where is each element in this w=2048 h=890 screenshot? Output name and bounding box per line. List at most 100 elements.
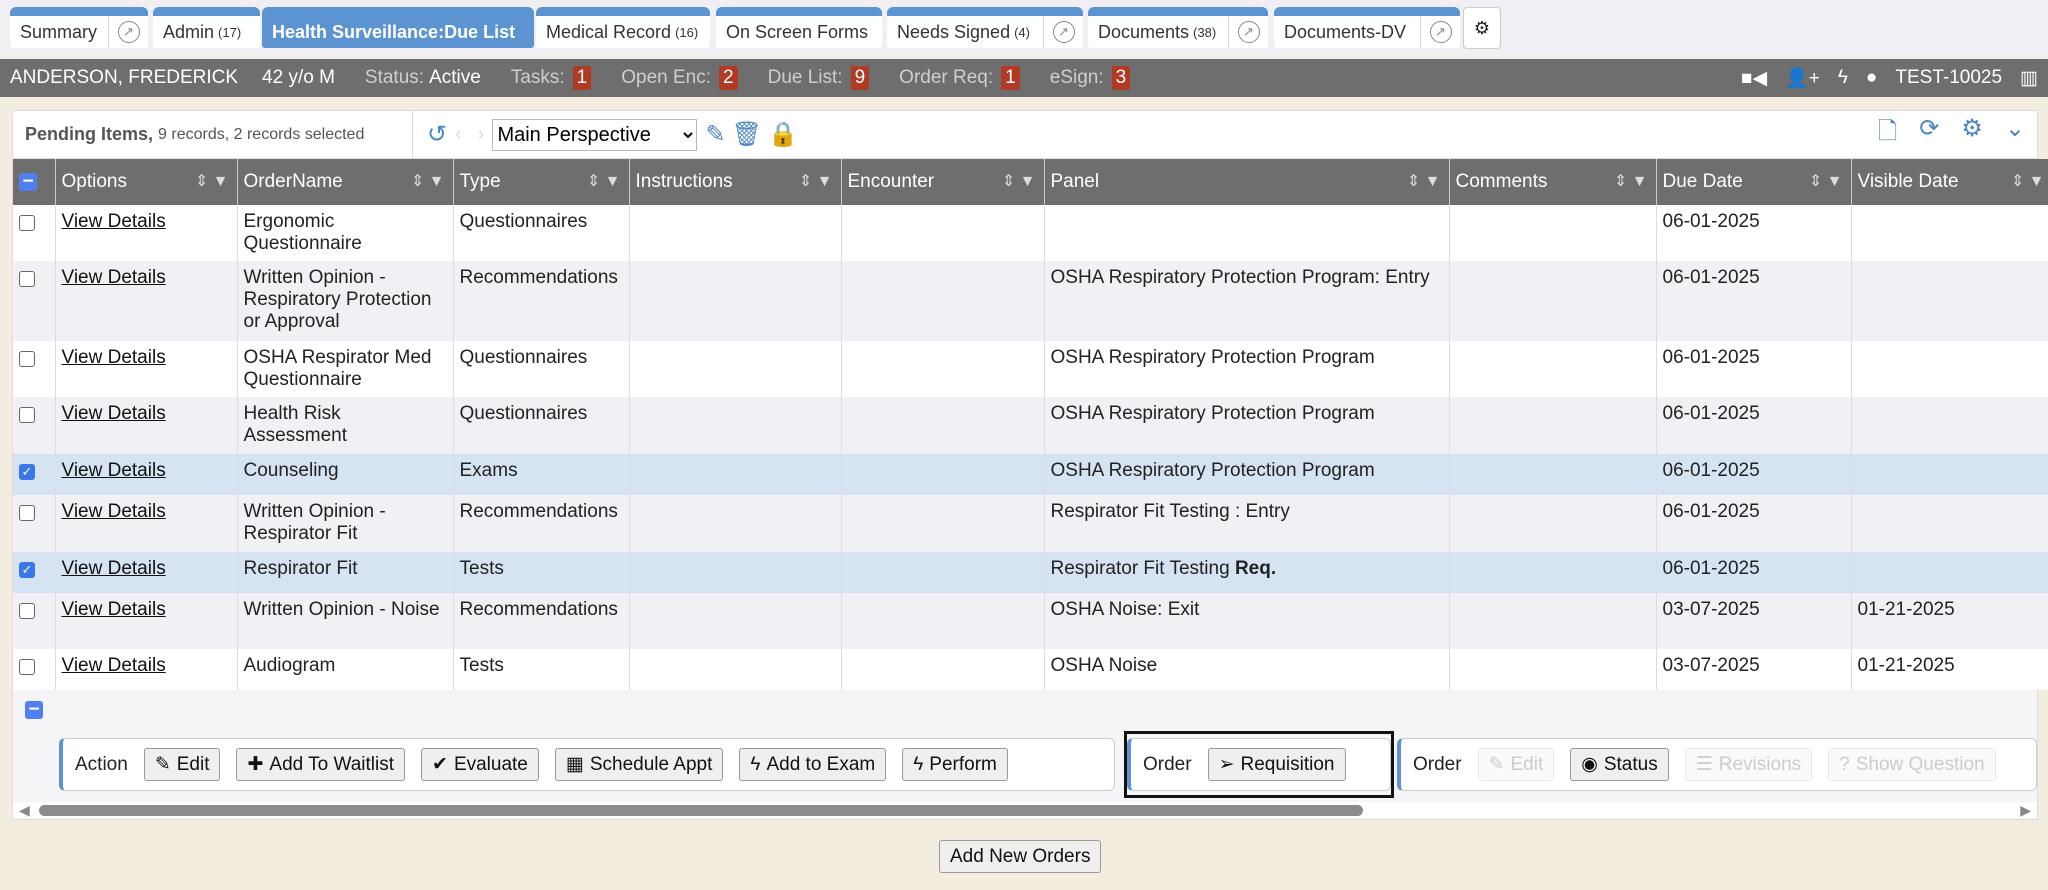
column-header[interactable]: OrderName ⇕ ▼ — [237, 159, 454, 205]
perform-button[interactable]: ϟ Perform — [902, 748, 1008, 781]
tab-settings-gears-icon[interactable]: ⚙ — [1463, 7, 1501, 49]
row-select-cell[interactable] — [13, 495, 56, 552]
collapse-all-icon[interactable]: − — [25, 700, 43, 719]
open-external-icon[interactable]: ↗ — [1043, 16, 1083, 48]
row-checkbox[interactable] — [19, 407, 35, 423]
row-checkbox[interactable] — [19, 215, 35, 231]
view-details-link[interactable]: View Details — [61, 267, 166, 288]
sort-filter-icon[interactable]: ⇕ ▼ — [798, 173, 833, 190]
refresh-icon[interactable]: ⟳ — [1919, 115, 1940, 142]
view-details-link[interactable]: View Details — [61, 655, 166, 676]
user-id[interactable]: TEST-10025 — [1895, 67, 2003, 88]
trash-icon[interactable]: 🗑 — [731, 121, 763, 148]
tasks-badge[interactable]: 1 — [572, 66, 592, 90]
select-all-header[interactable]: − — [13, 159, 56, 205]
table-row[interactable]: View Details Written Opinion - Respirator… — [13, 261, 2048, 341]
tab-summary[interactable]: Summary ↗ — [10, 7, 148, 48]
table-row[interactable]: View Details Ergonomic Questionnaire Quest… — [13, 205, 2048, 261]
view-details-link[interactable]: View Details — [61, 501, 166, 522]
evaluate-button[interactable]: ✔ Evaluate — [421, 748, 539, 781]
lock-icon[interactable]: 🔒 — [768, 121, 798, 148]
sort-filter-icon[interactable]: ⇕ ▼ — [586, 173, 621, 190]
esign-badge[interactable]: 3 — [1111, 66, 1131, 90]
tab-health-surveillance[interactable]: Health Surveillance:Due List — [262, 7, 534, 48]
bar-chart-icon[interactable]: ▥ — [2020, 67, 2038, 89]
column-header[interactable]: Encounter ⇕ ▼ — [841, 159, 1045, 205]
horizontal-scrollbar[interactable]: ◀ ▶ — [13, 802, 2037, 818]
row-select-cell[interactable] — [13, 397, 56, 454]
view-details-link[interactable]: View Details — [61, 347, 166, 368]
column-header[interactable]: Comments ⇕ ▼ — [1449, 159, 1657, 205]
lightning-icon[interactable]: ϟ — [1837, 67, 1848, 88]
column-header[interactable]: Panel ⇕ ▼ — [1044, 159, 1450, 205]
tab-documents-dv[interactable]: Documents-DV ↗ — [1274, 7, 1460, 48]
sort-filter-icon[interactable]: ⇕ ▼ — [1406, 173, 1441, 190]
video-camera-icon[interactable]: ■◀ — [1740, 67, 1768, 89]
column-header[interactable]: Instructions ⇕ ▼ — [629, 159, 842, 205]
row-select-cell[interactable] — [13, 341, 56, 397]
row-select-cell[interactable] — [13, 593, 56, 649]
column-header[interactable]: Type ⇕ ▼ — [453, 159, 630, 205]
scrollbar-thumb[interactable] — [39, 805, 1363, 816]
add-to-waitlist-button[interactable]: ✚ Add To Waitlist — [236, 748, 406, 781]
collapse-chevron-icon[interactable]: ⌄ — [2004, 115, 2025, 142]
open-external-icon[interactable]: ↗ — [108, 16, 148, 48]
next-icon[interactable]: › — [477, 123, 485, 145]
tab-medical-record[interactable]: Medical Record (16) — [536, 7, 710, 48]
deselect-all-icon[interactable]: − — [19, 172, 37, 191]
perspective-select[interactable]: Main Perspective — [492, 118, 698, 151]
row-select-cell[interactable] — [13, 205, 56, 261]
open-external-icon[interactable]: ↗ — [1420, 16, 1460, 48]
row-checkbox[interactable] — [19, 351, 35, 367]
open-external-icon[interactable]: ↗ — [1228, 16, 1268, 48]
due-list-badge[interactable]: 9 — [850, 66, 870, 90]
row-select-cell[interactable] — [13, 649, 56, 690]
view-details-link[interactable]: View Details — [61, 211, 166, 232]
row-select-cell[interactable]: ✓ — [13, 454, 56, 495]
requisition-button[interactable]: ➢ Requisition — [1207, 748, 1346, 781]
table-row[interactable]: View Details Written Opinion - Respirator… — [13, 495, 2048, 552]
status-button[interactable]: ◉ Status — [1570, 748, 1669, 781]
view-details-link[interactable]: View Details — [61, 558, 166, 579]
view-details-link[interactable]: View Details — [61, 599, 166, 620]
column-header[interactable]: Due Date ⇕ ▼ — [1656, 159, 1852, 205]
scroll-left-icon[interactable]: ◀ — [19, 802, 30, 818]
edit-button[interactable]: ✎ Edit — [143, 748, 221, 781]
table-row[interactable]: View Details Written Opinion - Noise Recom… — [13, 593, 2048, 649]
row-select-cell[interactable] — [13, 261, 56, 341]
sort-filter-icon[interactable]: ⇕ ▼ — [1001, 173, 1036, 190]
table-row[interactable]: View Details Health Risk Assessment Questi… — [13, 397, 2048, 454]
open-enc-badge[interactable]: 2 — [719, 66, 738, 90]
table-row[interactable]: View Details Audiogram Tests OSHA Noise 03-… — [13, 649, 2048, 690]
scroll-right-icon[interactable]: ▶ — [2020, 802, 2031, 818]
row-checkbox[interactable] — [19, 659, 35, 675]
sort-filter-icon[interactable]: ⇕ ▼ — [1808, 173, 1843, 190]
new-document-icon[interactable]: 🗋 — [1877, 118, 1898, 145]
table-row[interactable]: ✓ View Details Counseling Exams OSHA Respira… — [13, 454, 2048, 495]
order-req-badge[interactable]: 1 — [1001, 66, 1020, 90]
pencil-icon[interactable]: ✎ — [705, 121, 726, 148]
add-user-icon[interactable]: 👤+ — [1785, 68, 1820, 89]
table-row[interactable]: View Details OSHA Respirator Med Question… — [13, 341, 2048, 397]
add-new-orders-button[interactable]: Add New Orders — [939, 840, 1102, 873]
sort-filter-icon[interactable]: ⇕ ▼ — [410, 173, 445, 190]
sort-filter-icon[interactable]: ⇕ ▼ — [1613, 173, 1648, 190]
row-checkbox[interactable] — [19, 505, 35, 521]
table-row[interactable]: ✓ View Details Respirator Fit Tests Respirat… — [13, 552, 2048, 593]
schedule-appt-button[interactable]: ▦ Schedule Appt — [554, 748, 724, 781]
tab-admin[interactable]: Admin (17) — [153, 7, 260, 48]
view-details-link[interactable]: View Details — [61, 403, 166, 424]
row-select-cell[interactable]: ✓ — [13, 552, 56, 593]
tab-on-screen-forms[interactable]: On Screen Forms — [716, 7, 882, 48]
column-header[interactable]: Visible Date ⇕ ▼ — [1851, 159, 2048, 205]
tab-documents[interactable]: Documents (38) ↗ — [1088, 7, 1268, 48]
row-checkbox[interactable] — [19, 271, 35, 287]
undo-icon[interactable]: ↺ — [427, 121, 448, 148]
column-header[interactable]: Options ⇕ ▼ — [55, 159, 238, 205]
tab-needs-signed[interactable]: Needs Signed (4) ↗ — [887, 7, 1083, 48]
row-checkbox[interactable]: ✓ — [19, 562, 35, 578]
previous-icon[interactable]: ‹ — [455, 123, 462, 145]
sort-filter-icon[interactable]: ⇕ ▼ — [194, 173, 229, 190]
view-details-link[interactable]: View Details — [61, 460, 166, 481]
add-to-exam-button[interactable]: ϟ Add to Exam — [739, 748, 887, 781]
